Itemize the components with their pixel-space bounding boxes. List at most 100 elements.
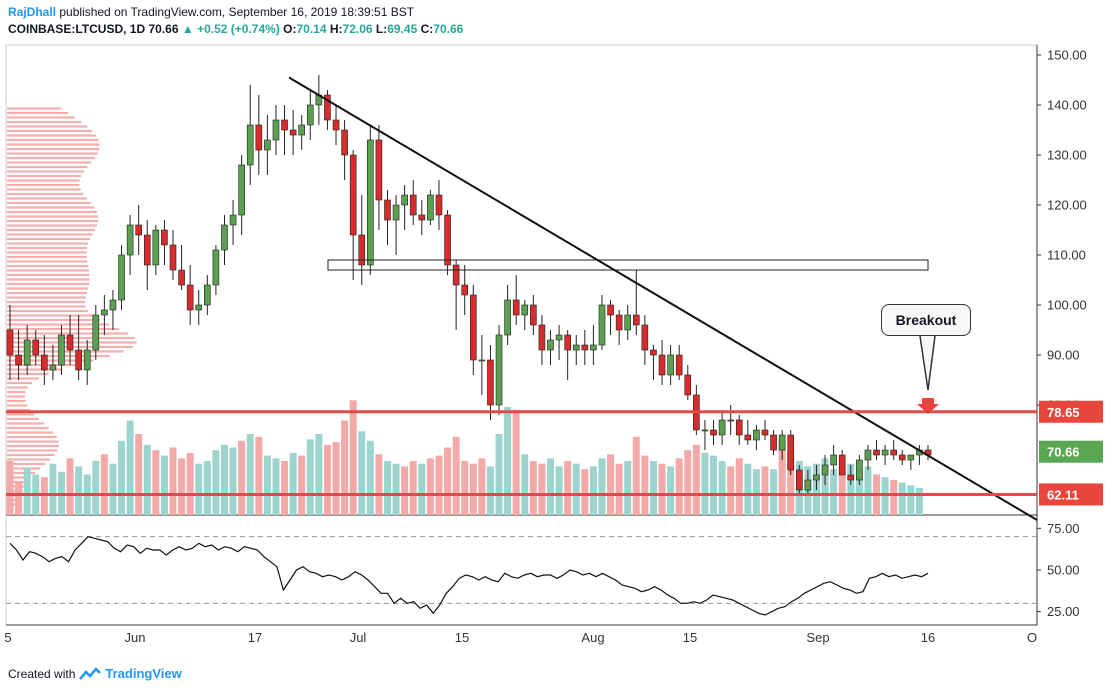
volume-profile-bar [7,467,41,470]
volume-bar [469,463,477,515]
volume-bar [538,463,546,515]
volume-profile-bar [7,138,99,142]
volume-profile-bar [7,476,31,479]
volume-profile-bar [7,237,91,241]
volume-profile-bar [7,129,93,133]
volume-profile-bar [7,489,23,493]
support-badge [1039,483,1103,506]
resistance-badge-label: 78.65 [1047,405,1080,420]
bull-candle [804,479,812,491]
bull-candle [204,284,211,306]
volume-bar [100,454,108,515]
volume-bar [675,458,683,515]
volume-bar [735,458,743,515]
volume-bar [6,461,14,515]
bear-candle [847,474,855,481]
bear-candle [161,229,168,246]
volume-bar [452,436,460,515]
volume-bar [710,455,718,515]
volume-profile-bar [7,206,95,209]
volume-bar [478,458,486,515]
author-name[interactable]: RajDhall [8,5,57,19]
volume-profile-bar [7,399,26,403]
bear-candle [744,434,752,441]
volume-profile-bar [7,318,100,322]
volume-bar [581,469,589,515]
open-label: O: [283,22,297,36]
bear-candle [324,94,331,121]
bull-candle [401,194,408,206]
volume-bar [830,469,838,515]
time-tick-label: 17 [248,630,262,645]
resistance-badge [1039,400,1103,423]
volume-profile-bar [7,215,99,218]
bear-candle [358,234,366,266]
bull-candle [504,299,511,336]
bull-candle [83,349,91,371]
volume-bar [684,450,692,515]
bear-candle [384,199,391,221]
volume-bar [632,436,640,515]
price-tick-label: 100.00 [1047,298,1087,313]
volume-bar [495,434,503,515]
volume-profile-bar [7,251,87,254]
volume-profile-bar [7,422,44,425]
bear-candle [564,334,571,351]
bear-candle [650,349,657,356]
bear-candle [615,314,623,331]
last-price-badge-label: 70.66 [1047,445,1080,460]
bear-candle [581,344,589,351]
volume-bar [915,488,923,515]
bear-candle [538,324,546,351]
bear-candle [796,469,803,491]
bear-candle [787,434,795,471]
tradingview-brand[interactable]: TradingView [105,666,182,681]
bear-candle [349,154,357,236]
volume-bar [504,407,512,515]
last-price-badge [1039,440,1103,463]
bear-candle [838,454,846,476]
volume-profile-bar [7,287,89,290]
volume-bar [358,431,366,515]
volume-profile-bar [7,278,90,281]
bear-candle [890,449,897,456]
volume-bar [392,463,400,515]
volume-bar [349,400,357,515]
bear-candle [418,214,426,221]
volume-profile-bar [7,309,88,313]
volume-bar [770,469,778,515]
volume-profile-bar [7,116,75,119]
volume-profile-bar [7,440,59,443]
volume-profile-bar [7,269,90,272]
volume-bar [212,450,220,515]
volume-bar [238,440,246,515]
volume-bar [383,461,391,515]
bull-candle [830,454,837,466]
volume-bar [658,463,666,515]
bull-candle [778,434,786,451]
volume-bar [229,447,237,515]
volume-profile-bar [7,314,93,317]
support-badge-label: 62.11 [1047,487,1079,502]
volume-bar [409,461,417,515]
low-value: 69.45 [387,22,418,36]
bull-candle [392,204,400,221]
volume-profile-bar [7,233,93,236]
volume-bar [649,461,657,515]
volume-bar [907,485,915,515]
bear-candle [658,354,666,376]
volume-bar [152,450,160,515]
volume-profile-bar [7,377,39,380]
volume-bar [701,452,709,515]
volume-bar [186,452,194,515]
bear-candle [332,119,340,131]
bear-candle [684,374,692,396]
bull-candle [727,419,734,422]
rsi-tick-label: 25.00 [1047,604,1080,619]
volume-bar [401,466,409,515]
bear-candle [255,124,263,151]
rsi-tick-label: 50.00 [1047,563,1080,578]
bear-candle [75,349,82,371]
bull-candle [598,304,606,346]
